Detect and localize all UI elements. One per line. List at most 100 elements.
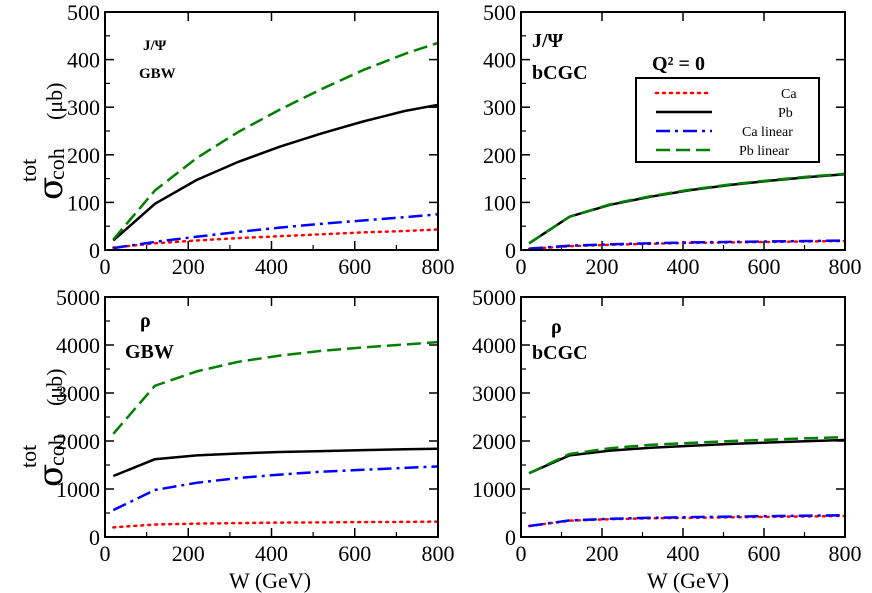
y-axis-title-top: σ tot coh (μb) — [16, 83, 71, 200]
x-tick-label: 800 — [829, 254, 862, 279]
panel-series — [527, 172, 847, 251]
panel-label-bottom: GBW — [139, 66, 176, 82]
panel-jpsi-gbw: 0 100 200 300 400 500 0 200 400 600 800 J/Ψ GBW — [67, 0, 455, 279]
y-axis-title-unit: (μb) — [42, 369, 67, 406]
panel-series — [112, 41, 440, 250]
y-axis-title-bottom: σ tot coh (μb) — [16, 369, 71, 487]
y-axis-title-sup: tot — [16, 159, 41, 182]
x-tick-label: 600 — [748, 541, 781, 566]
y-tick-label: 1000 — [56, 477, 100, 502]
y-axis-title-sigma: σ — [31, 464, 71, 487]
panel-frame — [104, 11, 439, 251]
series-line-pb-linear — [112, 41, 439, 241]
y-tick-label: 300 — [483, 95, 516, 120]
y-axis-title-sub: coh — [44, 434, 69, 466]
panel-label-bottom: bCGC — [532, 342, 588, 364]
y-tick-label: 5000 — [472, 285, 516, 310]
legend-entry-pb-linear: Pb linear — [656, 144, 789, 159]
x-tick-label: 0 — [100, 254, 111, 279]
y-tick-label: 2000 — [56, 429, 100, 454]
y-tick-label: 3000 — [472, 381, 516, 406]
x-axis-title-right: W (GeV) — [647, 568, 729, 593]
x-tick-label: 200 — [586, 254, 619, 279]
x-tick-label: 200 — [172, 254, 205, 279]
x-tick-label: 600 — [338, 254, 371, 279]
panel-jpsi-bcgc: 0 100 200 300 400 500 0 200 400 600 800 J/Ψ bCGC Q… — [483, 0, 862, 279]
legend: Ca Pb Ca linear Pb linear — [635, 77, 820, 163]
panel-label-top: ρ — [551, 316, 562, 338]
y-tick-label: 400 — [67, 48, 100, 73]
y-tick-label: 400 — [483, 48, 516, 73]
series-line-ca-linear — [528, 513, 846, 528]
panel-ticks: 0 100 200 300 400 500 0 200 400 600 800 — [483, 0, 862, 279]
panel-frame — [520, 296, 846, 538]
legend-box — [635, 77, 820, 163]
panel-label-top: J/Ψ — [532, 30, 564, 52]
y-tick-label: 4000 — [472, 333, 516, 358]
y-tick-label: 2000 — [472, 429, 516, 454]
y-tick-label: 5000 — [56, 285, 100, 310]
x-tick-label: 400 — [667, 254, 700, 279]
series-line-ca — [112, 228, 440, 249]
series-line-ca-linear — [529, 239, 846, 250]
panel-label-bottom: bCGC — [532, 62, 588, 84]
y-tick-label: 0 — [505, 238, 516, 263]
panel-frame — [104, 296, 439, 538]
y-axis-title-sigma: σ — [31, 177, 71, 200]
y-tick-label: 300 — [67, 95, 100, 120]
panel-frame — [520, 11, 846, 251]
legend-entry-ca: Ca — [654, 87, 797, 102]
y-tick-label: 4000 — [56, 333, 100, 358]
x-axis-title-left: W (GeV) — [229, 568, 311, 593]
panel-series — [527, 435, 847, 528]
legend-label-ca: Ca — [781, 87, 797, 102]
y-axis-title-unit: (μb) — [42, 83, 67, 120]
series-line-pb-linear — [112, 340, 439, 435]
panel-rho-gbw: 0 1000 2000 3000 4000 5000 0 200 400 600 800 ρ GBW — [56, 285, 455, 566]
panel-ticks: 0 1000 2000 3000 4000 5000 0 200 400 600 800 — [472, 285, 862, 566]
legend-label-ca-linear: Ca linear — [742, 125, 793, 140]
x-tick-label: 400 — [255, 254, 288, 279]
panel-series — [112, 340, 440, 529]
y-tick-label: 0 — [89, 525, 100, 550]
y-tick-label: 0 — [505, 525, 516, 550]
legend-label-pb-linear: Pb linear — [739, 144, 789, 159]
y-axis-title-sup: tot — [16, 445, 41, 468]
series-line-pb-linear — [528, 172, 846, 245]
panel-label-top: ρ — [140, 310, 151, 332]
legend-entry-ca-linear: Ca linear — [656, 125, 793, 140]
panel-label-top: J/Ψ — [143, 38, 167, 54]
panel-label-bottom: GBW — [125, 341, 174, 363]
series-line-pb — [528, 438, 846, 475]
x-tick-label: 0 — [516, 254, 527, 279]
series-line-pb — [112, 103, 439, 242]
x-tick-label: 800 — [422, 254, 455, 279]
panel-label-q2: Q² = 0 — [652, 53, 705, 75]
y-tick-label: 200 — [67, 143, 100, 168]
legend-label-pb: Pb — [778, 106, 793, 121]
x-tick-label: 800 — [829, 541, 862, 566]
x-tick-label: 400 — [667, 541, 700, 566]
x-tick-label: 200 — [172, 541, 205, 566]
x-tick-label: 600 — [338, 541, 371, 566]
y-axis-title-sub: coh — [44, 148, 69, 180]
y-tick-label: 3000 — [56, 381, 100, 406]
series-line-ca-linear — [113, 213, 439, 250]
y-tick-label: 100 — [483, 190, 516, 215]
series-line-pb — [112, 447, 439, 478]
x-tick-label: 400 — [255, 541, 288, 566]
y-tick-label: 500 — [67, 0, 100, 25]
y-tick-label: 1000 — [472, 477, 516, 502]
series-line-pb — [528, 173, 846, 245]
panel-rho-bcgc: 0 1000 2000 3000 4000 5000 0 200 400 600 800 ρ bCG… — [472, 285, 862, 566]
series-line-ca — [112, 520, 440, 529]
y-tick-label: 200 — [483, 143, 516, 168]
x-tick-label: 0 — [100, 541, 111, 566]
x-tick-label: 800 — [422, 541, 455, 566]
y-tick-label: 500 — [483, 0, 516, 25]
series-line-ca-linear — [112, 465, 439, 512]
y-tick-label: 100 — [67, 190, 100, 215]
series-line-pb-linear — [528, 435, 846, 475]
legend-entry-pb: Pb — [656, 106, 793, 121]
